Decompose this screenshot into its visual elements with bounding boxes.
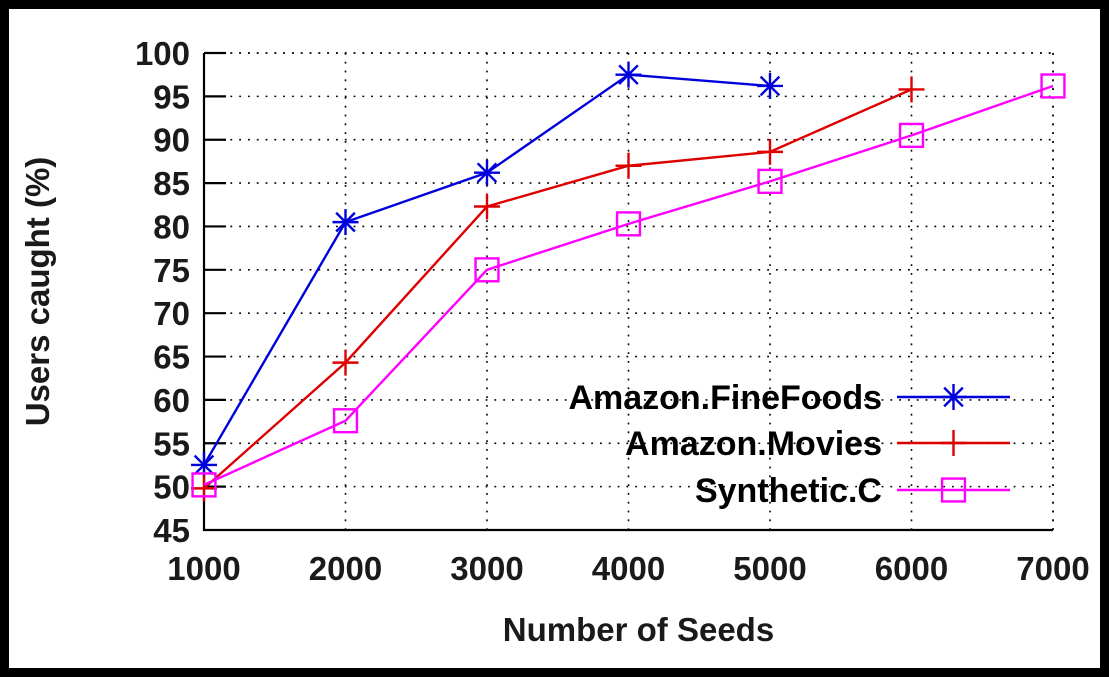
- y-tick-label: 50: [153, 469, 190, 506]
- y-tick-label: 100: [135, 35, 190, 72]
- x-tick-label: 2000: [309, 550, 382, 587]
- data-point-open-square: [898, 122, 925, 149]
- chart-canvas: 100 95 90 85 80 75 70 65 60 55 50 45 1000 2000 3000 40…: [9, 9, 1100, 668]
- y-axis-title: Users caught (%): [19, 157, 56, 427]
- data-point-star-asterisk: [193, 454, 215, 476]
- data-point-open-square: [757, 168, 783, 194]
- data-point-open-square: [1040, 73, 1066, 99]
- data-point-star-asterisk: [759, 75, 781, 97]
- data-point-star-asterisk: [943, 386, 964, 408]
- data-series-group: [191, 61, 1066, 502]
- y-tick-label: 90: [153, 122, 190, 159]
- data-point-open-square: [474, 257, 500, 283]
- legend-entry: Amazon.FineFoods: [568, 379, 1010, 417]
- legend-label: Synthetic.C: [695, 472, 882, 510]
- x-tick-label: 7000: [1016, 550, 1089, 587]
- data-point-open-square: [615, 211, 642, 237]
- series-line: [203, 88, 912, 490]
- line-chart: 100 95 90 85 80 75 70 65 60 55 50 45 1000 2000 3000 40…: [19, 35, 1090, 648]
- data-point-star-asterisk: [335, 211, 356, 233]
- y-tick-label: 75: [153, 252, 190, 289]
- x-tick-label: 1000: [167, 550, 240, 587]
- y-tick-label: 65: [153, 339, 190, 376]
- y-tick-label: 45: [153, 512, 190, 549]
- y-tick-labels: 100 95 90 85 80 75 70 65 60 55 50 45: [135, 35, 190, 549]
- legend: Amazon.FineFoods Amazon.Movies Synthetic.C: [568, 379, 1010, 510]
- x-tick-label: 3000: [450, 550, 523, 587]
- y-tick-label: 95: [153, 78, 190, 115]
- y-tick-label: 55: [153, 425, 190, 462]
- axis-left-bottom: [202, 53, 1053, 532]
- data-point-star-asterisk: [618, 64, 639, 85]
- series-line: [203, 84, 1054, 486]
- legend-label: Amazon.FineFoods: [568, 379, 882, 417]
- data-point-open-square: [940, 477, 967, 503]
- x-tick-label: 5000: [733, 550, 806, 587]
- y-tick-label: 80: [153, 208, 190, 245]
- legend-entry: Synthetic.C: [695, 472, 1010, 510]
- legend-label: Amazon.Movies: [625, 425, 882, 463]
- y-tick-label: 85: [153, 165, 190, 202]
- y-tick-label: 60: [153, 382, 190, 419]
- legend-entry: Amazon.Movies: [625, 425, 1010, 463]
- data-point-open-square: [191, 472, 217, 498]
- x-tick-label: 4000: [592, 550, 665, 587]
- x-axis-title: Number of Seeds: [503, 611, 774, 648]
- x-tick-label: 6000: [875, 550, 948, 587]
- y-tick-label: 70: [153, 295, 190, 332]
- series-1: [191, 61, 783, 478]
- x-tick-labels: 1000 2000 3000 4000 5000 6000 7000: [167, 550, 1089, 587]
- data-point-open-square: [332, 408, 359, 434]
- series-3: [191, 73, 1066, 498]
- tickmarks-group: [204, 51, 226, 488]
- axis-frame: [202, 52, 1054, 532]
- data-point-star-asterisk: [476, 162, 498, 183]
